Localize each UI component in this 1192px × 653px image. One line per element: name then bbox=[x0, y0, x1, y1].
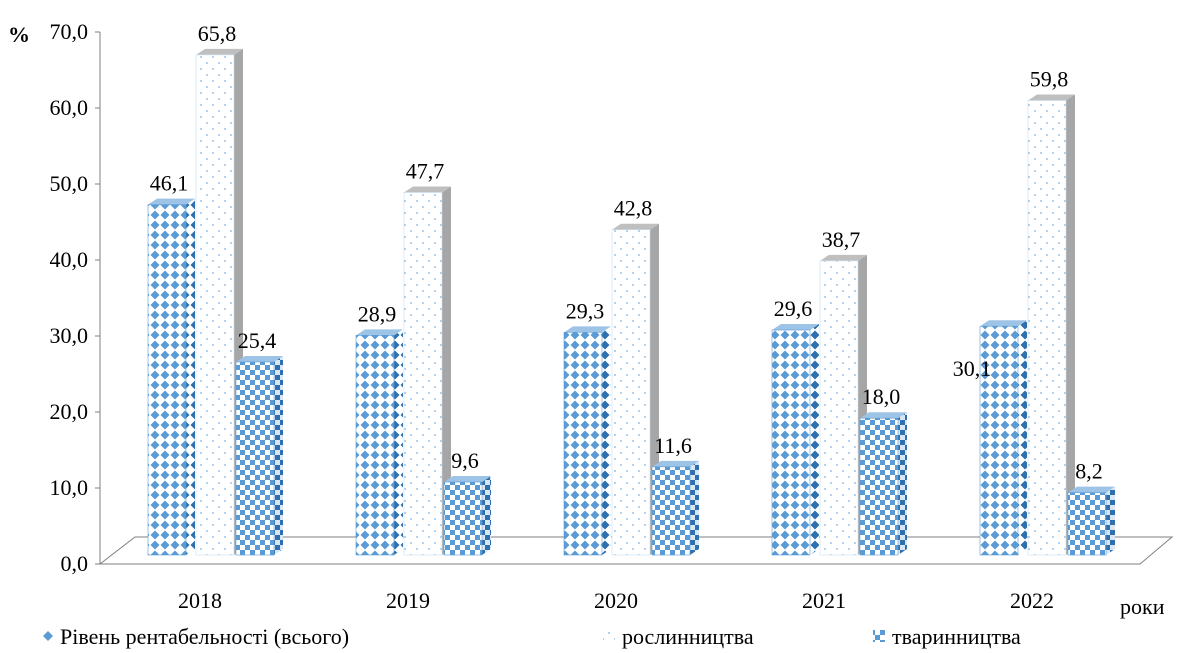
bar-top bbox=[236, 355, 283, 362]
bar-top bbox=[860, 412, 907, 419]
bar-top bbox=[356, 329, 403, 336]
legend-marker-animal bbox=[873, 630, 885, 642]
legend-item-total: Рівень рентабельності (всього) bbox=[43, 624, 349, 649]
x-tick-label: 2020 bbox=[594, 588, 638, 613]
bar-side bbox=[690, 460, 699, 555]
bar bbox=[651, 466, 691, 556]
bar bbox=[1067, 492, 1107, 556]
data-label: 59,8 bbox=[1030, 67, 1069, 92]
bar-top bbox=[820, 254, 867, 261]
bar-top bbox=[404, 186, 451, 193]
data-label: 30,1 bbox=[953, 356, 992, 381]
bar-side bbox=[602, 326, 611, 555]
bar-top bbox=[612, 223, 659, 230]
bar-top bbox=[564, 326, 611, 333]
legend-marker-plant bbox=[603, 630, 615, 642]
data-labels: 46,1 65,8 25,4 28,9 47,7 9,6 29,3 42,8 11,6 29,6 3… bbox=[150, 21, 1103, 484]
bar-side bbox=[442, 186, 451, 556]
bar bbox=[979, 325, 1019, 556]
bar bbox=[403, 192, 443, 556]
data-label: 65,8 bbox=[198, 21, 237, 46]
bar-top bbox=[980, 320, 1027, 327]
data-label: 46,1 bbox=[150, 171, 189, 196]
data-label: 25,4 bbox=[238, 328, 277, 353]
legend-marker-total bbox=[43, 631, 53, 641]
data-label: 28,9 bbox=[358, 301, 397, 326]
bar bbox=[611, 229, 651, 556]
bar bbox=[563, 332, 603, 556]
bar-top bbox=[148, 198, 195, 205]
y-tick-label: 0,0 bbox=[61, 551, 89, 576]
bar-top bbox=[444, 476, 491, 483]
bar-side bbox=[274, 355, 283, 555]
bar-side bbox=[1018, 320, 1027, 555]
bar-side bbox=[1066, 94, 1075, 556]
data-label: 8,2 bbox=[1075, 459, 1103, 484]
bar bbox=[859, 417, 899, 556]
legend-label-total: Рівень рентабельності (всього) bbox=[60, 624, 349, 649]
legend-label-animal: тваринництва bbox=[892, 624, 1021, 649]
bar bbox=[819, 260, 859, 556]
data-label: 42,8 bbox=[614, 196, 653, 221]
bar bbox=[443, 481, 483, 556]
legend-item-animal: тваринництва bbox=[873, 624, 1021, 649]
bar-side bbox=[810, 324, 819, 555]
x-tick-label: 2021 bbox=[802, 588, 846, 613]
y-tick-label: 40,0 bbox=[50, 247, 89, 272]
bar-side bbox=[482, 476, 491, 555]
legend-label-plant: рослинництва bbox=[622, 624, 754, 649]
y-tick-label: 70,0 bbox=[50, 19, 89, 44]
y-axis-unit: % bbox=[8, 22, 30, 47]
y-tick-label: 30,0 bbox=[50, 323, 89, 348]
bar-side bbox=[186, 198, 195, 555]
bar bbox=[147, 204, 187, 556]
legend-item-plant: рослинництва bbox=[603, 624, 754, 649]
x-tick-label: 2019 bbox=[386, 588, 430, 613]
bar-top bbox=[1028, 94, 1075, 101]
y-tick-label: 50,0 bbox=[50, 171, 89, 196]
data-label: 9,6 bbox=[451, 448, 479, 473]
bar-top bbox=[772, 324, 819, 331]
bar bbox=[195, 54, 235, 556]
bar-side bbox=[394, 329, 403, 555]
y-tick-label: 10,0 bbox=[50, 475, 89, 500]
data-label: 11,6 bbox=[654, 433, 692, 458]
x-tick-label: 2018 bbox=[178, 588, 222, 613]
data-label: 38,7 bbox=[822, 227, 861, 252]
bar-side bbox=[1106, 486, 1115, 555]
data-label: 29,3 bbox=[566, 298, 605, 323]
bars bbox=[147, 48, 1115, 556]
bar-top bbox=[196, 48, 243, 55]
bar bbox=[1027, 100, 1067, 556]
x-axis-label: роки bbox=[1120, 594, 1165, 619]
x-tick-label: 2022 bbox=[1010, 588, 1054, 613]
data-label: 18,0 bbox=[862, 384, 901, 409]
data-label: 29,6 bbox=[774, 296, 813, 321]
legend: Рівень рентабельності (всього) рослинниц… bbox=[43, 624, 1021, 649]
y-tick-label: 60,0 bbox=[50, 95, 89, 120]
y-tick-label: 20,0 bbox=[50, 399, 89, 424]
bar bbox=[355, 335, 395, 556]
data-label: 47,7 bbox=[406, 158, 445, 183]
bar-top bbox=[652, 460, 699, 467]
bar-side bbox=[898, 412, 907, 555]
bar bbox=[771, 329, 811, 556]
bar bbox=[235, 361, 275, 556]
bar-top bbox=[1068, 486, 1115, 493]
